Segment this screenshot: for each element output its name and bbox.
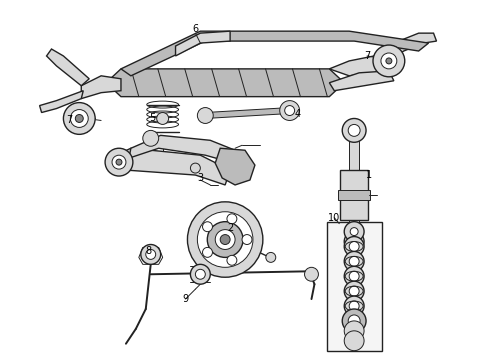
Polygon shape xyxy=(40,91,83,113)
Bar xyxy=(349,220,359,239)
Polygon shape xyxy=(175,31,230,56)
Polygon shape xyxy=(129,135,235,162)
Circle shape xyxy=(227,214,237,224)
Circle shape xyxy=(344,266,364,286)
Circle shape xyxy=(349,237,359,247)
Circle shape xyxy=(207,222,243,257)
Circle shape xyxy=(191,264,210,284)
Polygon shape xyxy=(47,49,89,86)
Text: 2: 2 xyxy=(227,222,233,233)
Circle shape xyxy=(349,242,359,251)
Circle shape xyxy=(344,222,364,242)
Circle shape xyxy=(373,45,405,77)
Polygon shape xyxy=(215,148,255,185)
Circle shape xyxy=(349,256,359,266)
Circle shape xyxy=(381,53,397,69)
Circle shape xyxy=(386,58,392,64)
Circle shape xyxy=(157,113,169,125)
Text: 8: 8 xyxy=(146,247,152,256)
Circle shape xyxy=(305,267,318,281)
Circle shape xyxy=(348,125,360,136)
Circle shape xyxy=(344,321,364,341)
Circle shape xyxy=(280,100,299,121)
Circle shape xyxy=(344,251,364,271)
Bar xyxy=(338,190,370,200)
Polygon shape xyxy=(81,76,121,99)
Circle shape xyxy=(242,235,252,244)
Circle shape xyxy=(215,230,235,249)
Circle shape xyxy=(220,235,230,244)
Circle shape xyxy=(349,301,359,311)
Text: 5: 5 xyxy=(149,113,156,123)
Polygon shape xyxy=(106,69,344,96)
Circle shape xyxy=(349,271,359,281)
Circle shape xyxy=(202,247,213,257)
Circle shape xyxy=(344,331,364,351)
Circle shape xyxy=(227,255,237,265)
Circle shape xyxy=(350,228,358,235)
Circle shape xyxy=(266,252,276,262)
Circle shape xyxy=(349,286,359,296)
Circle shape xyxy=(202,222,213,232)
Circle shape xyxy=(71,109,88,127)
Circle shape xyxy=(105,148,133,176)
Circle shape xyxy=(188,202,263,277)
Circle shape xyxy=(112,155,126,169)
Polygon shape xyxy=(111,148,230,185)
Polygon shape xyxy=(374,33,437,63)
Text: 7: 7 xyxy=(364,51,370,61)
Circle shape xyxy=(146,249,156,260)
Circle shape xyxy=(196,269,205,279)
Circle shape xyxy=(197,212,253,267)
Circle shape xyxy=(75,114,83,122)
Circle shape xyxy=(344,237,364,256)
Circle shape xyxy=(344,296,364,316)
Text: 6: 6 xyxy=(192,24,198,34)
Text: 1: 1 xyxy=(366,170,372,180)
Text: 4: 4 xyxy=(294,108,301,118)
Polygon shape xyxy=(121,31,429,76)
Circle shape xyxy=(342,309,366,333)
Text: 9: 9 xyxy=(182,294,189,304)
Text: 10: 10 xyxy=(328,213,341,223)
Circle shape xyxy=(197,108,213,123)
Polygon shape xyxy=(205,108,290,118)
Bar xyxy=(327,222,382,351)
Circle shape xyxy=(143,130,159,146)
Circle shape xyxy=(116,159,122,165)
Circle shape xyxy=(344,231,364,251)
Circle shape xyxy=(191,163,200,173)
Polygon shape xyxy=(329,56,399,76)
Circle shape xyxy=(141,244,161,264)
Circle shape xyxy=(63,103,95,134)
Circle shape xyxy=(344,281,364,301)
Circle shape xyxy=(342,118,366,142)
Circle shape xyxy=(348,315,360,327)
Circle shape xyxy=(285,105,294,116)
Text: 3: 3 xyxy=(197,173,203,183)
Text: 7: 7 xyxy=(66,116,73,126)
Bar xyxy=(340,170,368,220)
Bar xyxy=(349,140,359,170)
Polygon shape xyxy=(329,71,394,91)
